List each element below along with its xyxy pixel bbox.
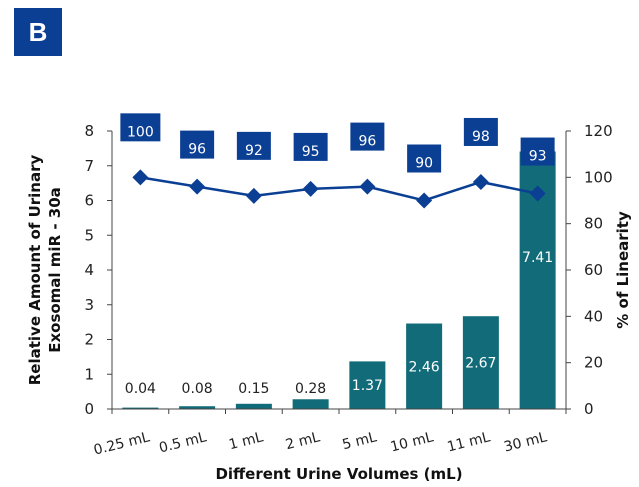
linearity-marker [302, 180, 319, 197]
left-tick-label: 5 [84, 226, 94, 244]
bar [349, 361, 386, 409]
linearity-value-label: 90 [415, 156, 433, 172]
right-tick-label: 20 [584, 354, 603, 372]
linearity-value-label: 98 [472, 129, 490, 145]
left-tick-label: 8 [84, 122, 94, 140]
linearity-label-box [293, 132, 328, 161]
linearity-marker [189, 178, 206, 195]
left-tick-label: 0 [84, 400, 94, 418]
left-tick-label: 1 [84, 365, 94, 383]
linearity-value-label: 96 [188, 142, 206, 158]
linearity-marker [472, 173, 489, 190]
left-axis-title: Relative Amount of Urinary Exosomal miR -… [26, 155, 64, 386]
linearity-value-label: 93 [529, 149, 547, 165]
x-category-label: 10 mL [389, 429, 435, 455]
linearity-label-box [407, 144, 442, 173]
x-category-label: 0.25 mL [92, 429, 151, 458]
linearity-value-label: 96 [358, 134, 376, 150]
bar-value-label: 7.41 [522, 250, 553, 266]
bar [235, 403, 272, 409]
linearity-marker [245, 187, 262, 204]
bar [179, 406, 216, 409]
bar-value-label: 2.67 [465, 356, 496, 372]
labels-layer: 0.04 0.08 0.15 0.28 1.37 2.46 2.67 7.41 100 96 92 9… [120, 113, 555, 397]
line-layer [132, 169, 546, 209]
bar [292, 399, 329, 409]
right-tick-label: 100 [584, 168, 613, 186]
linearity-value-label: 92 [245, 143, 263, 159]
linearity-label-box [350, 122, 385, 151]
linearity-label-box [120, 113, 161, 142]
right-tick-label: 80 [584, 215, 603, 233]
bar-value-label: 0.04 [125, 381, 156, 397]
linearity-marker [132, 169, 149, 186]
right-tick-label: 60 [584, 261, 603, 279]
panel-label-badge: B [14, 8, 62, 56]
x-axis-title: Different Urine Volumes (mL) [215, 465, 462, 483]
left-tick-label: 7 [84, 157, 94, 175]
bar-value-label: 0.15 [238, 381, 269, 397]
bars-layer [122, 151, 556, 409]
x-category-label: 0.5 mL [157, 429, 208, 456]
x-category-label: 5 mL [341, 429, 379, 453]
linearity-label-box [236, 131, 271, 160]
bar-value-label: 1.37 [352, 378, 383, 394]
x-category-label: 2 mL [284, 429, 322, 453]
left-tick-label: 4 [84, 261, 94, 279]
linearity-line [140, 176, 538, 202]
bar [462, 316, 499, 409]
right-tick-label: 0 [584, 400, 594, 418]
right-axis-title: % of Linearity [614, 211, 632, 329]
left-tick-label: 2 [84, 331, 94, 349]
bar-value-label: 2.46 [409, 359, 440, 375]
linearity-label-box [463, 117, 498, 146]
linearity-value-label: 95 [302, 144, 320, 160]
linearity-label-box [520, 137, 555, 166]
bar [122, 407, 159, 409]
linearity-marker [416, 192, 433, 209]
bar [406, 323, 443, 409]
bar-value-label: 0.28 [295, 381, 326, 397]
right-tick-label: 40 [584, 307, 603, 325]
left-tick-label: 6 [84, 192, 94, 210]
linearity-marker [529, 185, 546, 202]
right-tick-label: 120 [584, 122, 613, 140]
x-category-label: 11 mL [446, 429, 492, 455]
x-category-label: 30 mL [502, 429, 548, 455]
x-category-label: 1 mL [227, 429, 265, 453]
left-tick-label: 3 [84, 296, 94, 314]
linearity-marker [359, 178, 376, 195]
bar-value-label: 0.08 [182, 381, 213, 397]
linearity-value-label: 100 [127, 124, 154, 140]
linearity-label-box [180, 130, 215, 159]
